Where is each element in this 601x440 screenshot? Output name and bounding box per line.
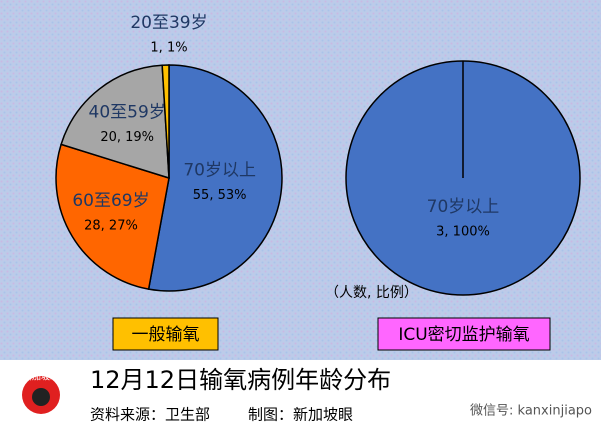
watermark: 微信号: kanxinjiapo xyxy=(470,404,592,419)
credit: 制图：新加坡眼 xyxy=(248,406,353,424)
slice-category: 70岁以上 xyxy=(427,197,500,217)
unit-note: （人数, 比例） xyxy=(325,285,418,301)
logo-text: 新加坡眼 xyxy=(23,371,59,383)
logo-dot xyxy=(32,388,50,406)
pie-slice xyxy=(60,64,170,180)
pie-slice xyxy=(55,143,170,291)
slice-category: 20至39岁 xyxy=(130,13,207,33)
slice-label: 1, 1% xyxy=(150,41,187,56)
page-title: 12月12日输氧病例年龄分布 xyxy=(90,366,391,394)
source: 资料来源：卫生部 xyxy=(90,406,210,424)
slice-category: 40至59岁 xyxy=(89,103,166,123)
slice-label: 20, 19% xyxy=(100,130,154,145)
slice-label: 28, 27% xyxy=(84,219,138,234)
chart-title: 一般输氧 xyxy=(132,325,200,345)
legend-box xyxy=(112,317,219,351)
slice-category: 60至69岁 xyxy=(72,191,149,211)
legend-box xyxy=(377,317,551,351)
slice-label: 3, 100% xyxy=(436,224,490,239)
pie-slice xyxy=(147,64,283,292)
slice-category: 70岁以上 xyxy=(183,161,256,181)
pie-slice xyxy=(161,64,170,179)
footer-band xyxy=(0,360,601,440)
chart-title: ICU密切监护输氧 xyxy=(398,325,529,345)
slice-label: 55, 53% xyxy=(193,188,247,203)
